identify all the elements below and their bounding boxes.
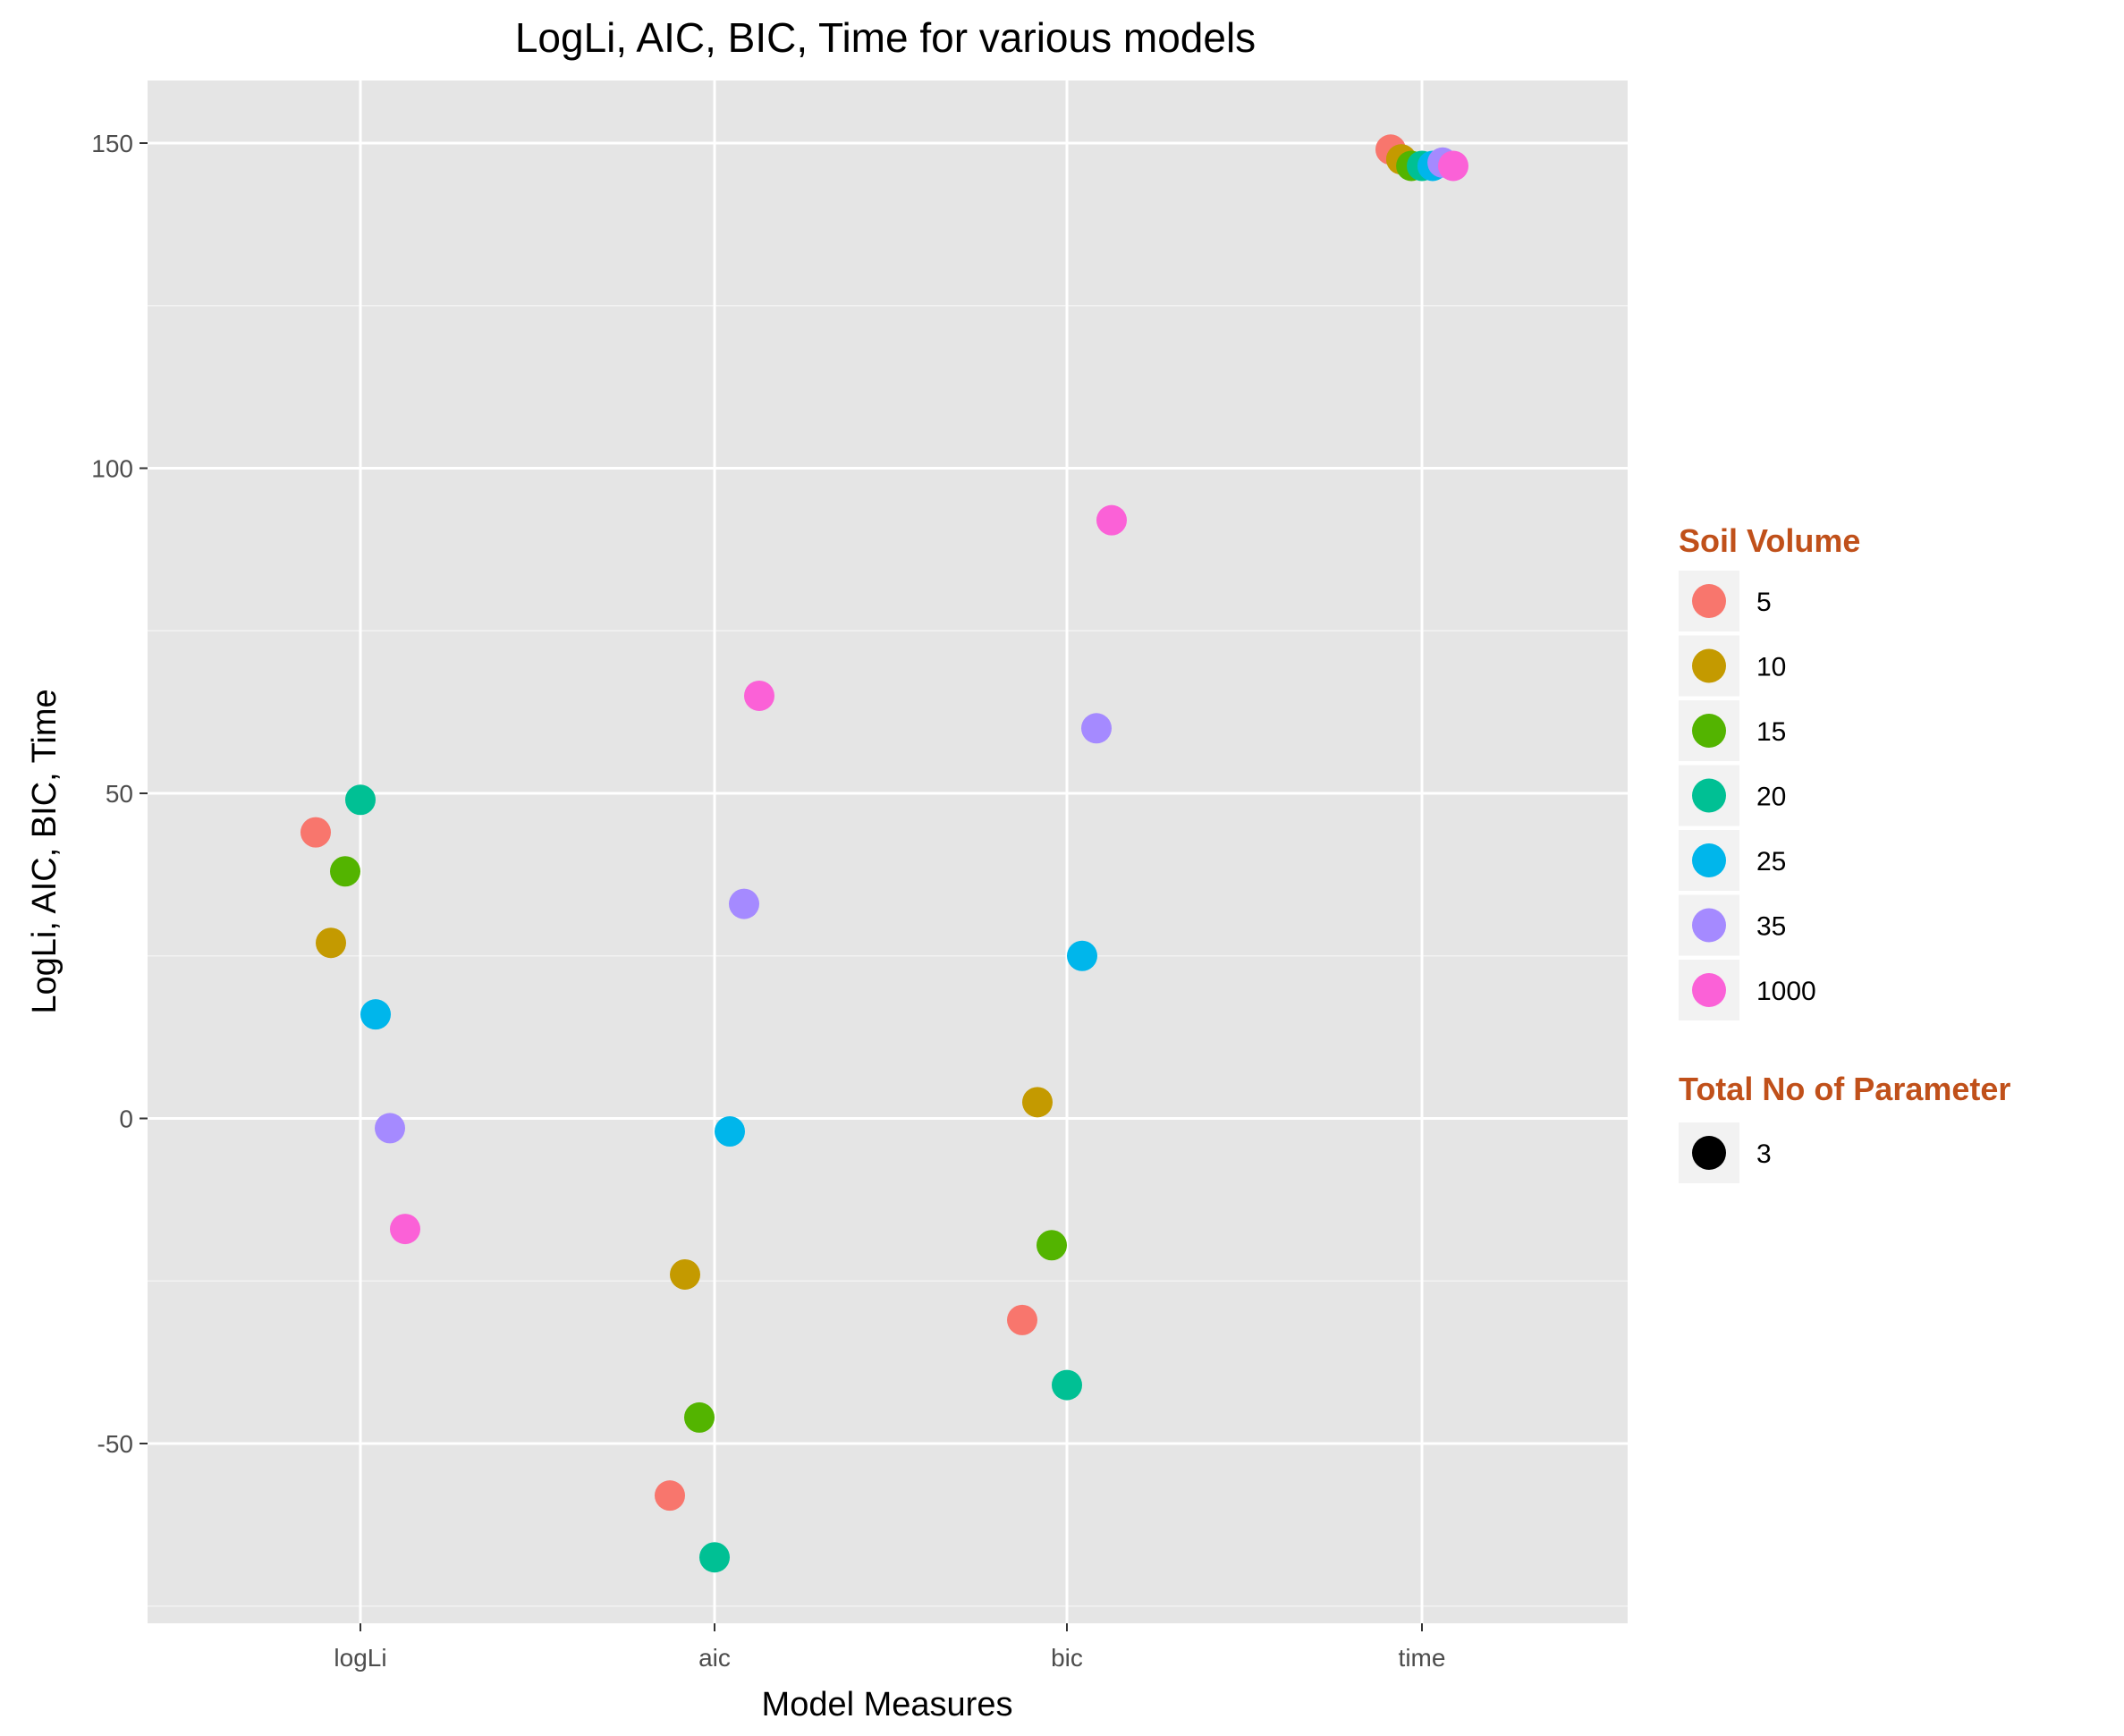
- data-point: [316, 927, 346, 959]
- data-point: [360, 999, 391, 1030]
- data-point: [1022, 1087, 1053, 1118]
- x-tick-label: time: [1399, 1644, 1446, 1672]
- data-point: [1052, 1369, 1082, 1401]
- data-point: [655, 1480, 685, 1512]
- legend-swatch: [1692, 973, 1726, 1007]
- y-tick-label: 150: [91, 130, 133, 157]
- legend-label: 10: [1756, 653, 1786, 682]
- data-point: [670, 1258, 700, 1290]
- x-tick-label: logLi: [334, 1644, 386, 1672]
- data-point: [1007, 1304, 1037, 1335]
- data-point: [1037, 1230, 1067, 1261]
- legend-swatch: [1692, 843, 1726, 877]
- data-points: [300, 134, 1468, 1573]
- legend-swatch: [1692, 648, 1726, 683]
- legend-label: 3: [1756, 1139, 1772, 1169]
- data-point: [375, 1113, 405, 1144]
- minor-gridlines: [148, 305, 1628, 1607]
- legend-swatch: [1692, 908, 1726, 943]
- plot-panel: [148, 80, 1628, 1623]
- legend-swatch: [1692, 1136, 1726, 1170]
- data-point: [1067, 940, 1097, 971]
- data-point: [699, 1542, 730, 1573]
- legend-swatch: [1692, 584, 1726, 618]
- y-axis-title: LogLi, AIC, BIC, Time: [26, 689, 63, 1013]
- data-point: [330, 856, 360, 887]
- legend: Soil Volume 5 10 15 20 25 35 1000 Total No of …: [1679, 522, 2010, 1183]
- data-point: [1096, 504, 1127, 536]
- legend-swatch: [1692, 778, 1726, 813]
- legend-label: 15: [1756, 717, 1786, 747]
- data-point: [1081, 713, 1112, 744]
- data-point: [744, 680, 774, 711]
- data-point: [300, 817, 331, 848]
- data-point: [684, 1402, 715, 1433]
- data-point: [729, 888, 759, 919]
- x-tick-label: aic: [698, 1644, 731, 1672]
- legend-size-title: Total No of Parameter: [1679, 1071, 2010, 1107]
- y-tick-label: 0: [119, 1105, 133, 1133]
- x-axis-ticks: logLi aic bic time: [334, 1623, 1445, 1672]
- data-point: [390, 1214, 420, 1245]
- legend-label: 25: [1756, 847, 1786, 876]
- legend-color-title: Soil Volume: [1679, 522, 1860, 559]
- legend-color-items: 5 10 15 20 25 35 1000: [1679, 571, 1816, 1020]
- y-tick-label: 100: [91, 455, 133, 483]
- y-tick-label: -50: [97, 1430, 133, 1458]
- legend-size-items: 3: [1679, 1122, 1772, 1183]
- legend-label: 35: [1756, 912, 1786, 942]
- y-tick-label: 50: [106, 780, 133, 808]
- x-tick-label: bic: [1051, 1644, 1083, 1672]
- legend-label: 20: [1756, 783, 1786, 812]
- data-point: [1438, 150, 1468, 182]
- data-point: [345, 784, 376, 816]
- data-point: [715, 1116, 745, 1147]
- legend-label: 5: [1756, 588, 1772, 617]
- x-axis-title: Model Measures: [762, 1686, 1013, 1723]
- chart-title: LogLi, AIC, BIC, Time for various models: [515, 14, 1256, 61]
- legend-label: 1000: [1756, 977, 1816, 1006]
- legend-swatch: [1692, 714, 1726, 748]
- y-axis-ticks: -50 0 50 100 150: [91, 130, 148, 1458]
